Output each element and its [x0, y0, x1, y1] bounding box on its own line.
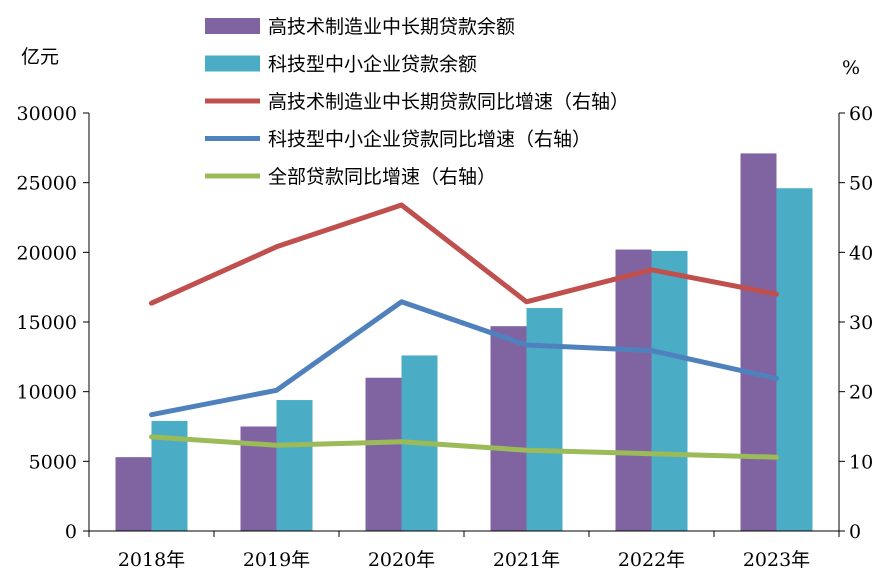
right-tick-label: 0 [849, 521, 861, 543]
left-tick-label: 20000 [17, 242, 77, 264]
right-axis-unit: % [842, 57, 860, 79]
x-tick-label: 2023年 [743, 549, 810, 571]
legend-label-5: 全部贷款同比增速（右轴） [268, 166, 496, 188]
legend-swatch-1 [205, 18, 260, 34]
right-tick-label: 20 [849, 382, 873, 404]
legend: 高技术制造业中长期贷款余额科技型中小企业贷款余额高技术制造业中长期贷款同比增速（… [205, 16, 629, 188]
legend-swatch-2 [205, 55, 260, 72]
bar-2-2 [276, 400, 313, 531]
left-axis-unit: 亿元 [21, 46, 59, 68]
left-tick-label: 25000 [17, 173, 77, 195]
line-series-2 [149, 299, 779, 418]
bar-1-4 [490, 326, 527, 531]
bar-2-6 [776, 188, 813, 532]
x-tick-label: 2018年 [118, 549, 185, 571]
bars-layer [115, 153, 813, 532]
bar-2-4 [526, 308, 563, 531]
axes-layer: 0 5000 10000 15000 20000 25000 30000 0 10 20 30 40 5… [17, 103, 874, 571]
left-tick-label: 15000 [17, 312, 77, 334]
bar-1-6 [740, 153, 777, 531]
right-tick-label: 50 [849, 173, 873, 195]
legend-label-1: 高技术制造业中长期贷款余额 [268, 16, 515, 38]
right-tick-label: 10 [849, 451, 873, 473]
x-tick-label: 2020年 [368, 549, 435, 571]
x-tick-label: 2019年 [243, 549, 310, 571]
bar-1-3 [365, 377, 402, 531]
line-series-1 [149, 202, 779, 306]
legend-label-3: 高技术制造业中长期贷款同比增速（右轴） [268, 91, 629, 113]
lines-layer [149, 202, 779, 460]
x-tick-label: 2021年 [493, 549, 560, 571]
left-tick-label: 10000 [17, 382, 77, 404]
legend-label-4: 科技型中小企业贷款同比增速（右轴） [268, 129, 591, 151]
line-series-3 [149, 434, 779, 460]
right-tick-label: 60 [849, 103, 873, 125]
legend-label-2: 科技型中小企业贷款余额 [268, 54, 477, 76]
bar-1-1 [115, 457, 152, 531]
bar-2-5 [651, 250, 688, 531]
left-tick-label: 5000 [29, 451, 77, 473]
right-tick-label: 40 [849, 242, 873, 264]
left-tick-label: 30000 [17, 103, 77, 125]
right-tick-label: 30 [849, 312, 873, 334]
left-tick-label: 0 [65, 521, 77, 543]
bar-1-5 [615, 249, 652, 531]
x-tick-label: 2022年 [618, 549, 685, 571]
